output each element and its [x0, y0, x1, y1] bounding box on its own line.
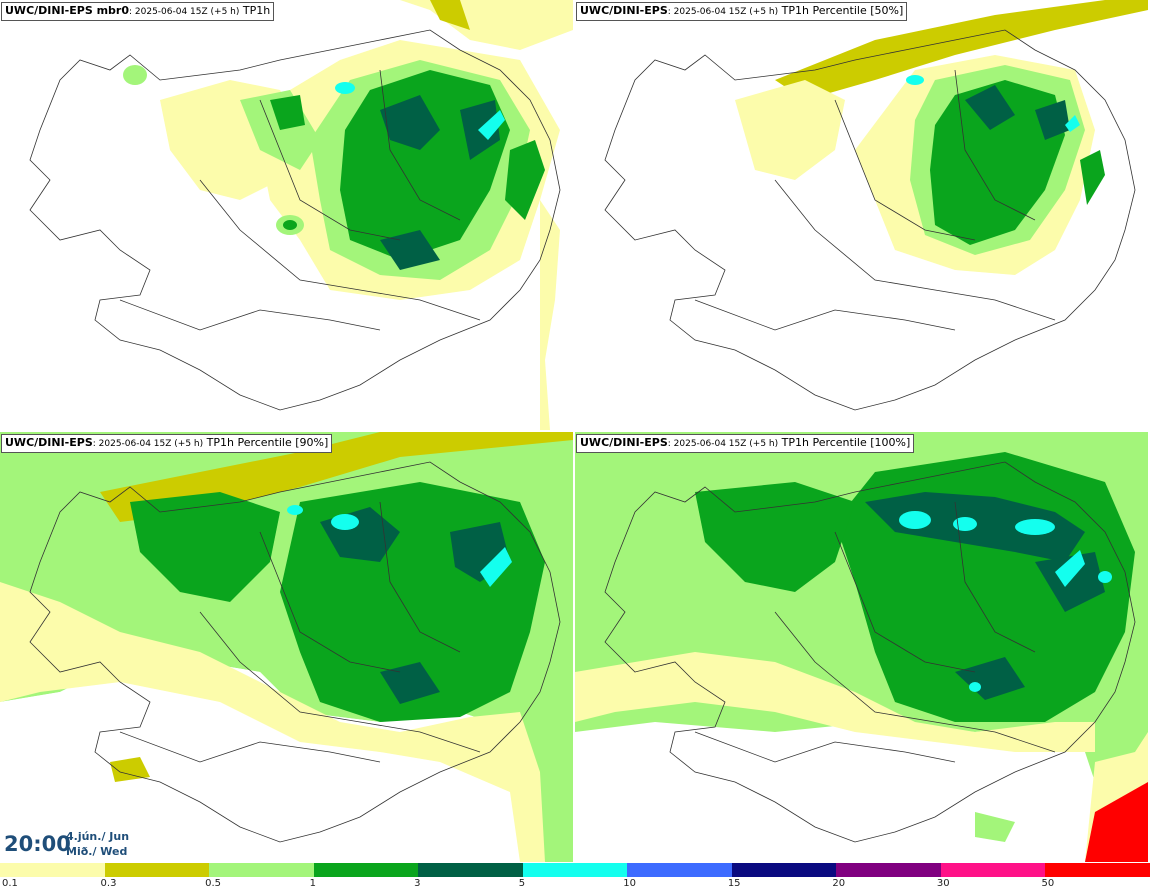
coastline — [29, 29, 561, 411]
legend-swatch — [104, 863, 211, 877]
legend-swatch — [313, 863, 420, 877]
legend-swatch — [940, 863, 1047, 877]
legend-swatch — [731, 863, 838, 877]
legend-label: 30 — [936, 878, 950, 889]
valid-time-box: 20:00 4.jún./ Jun Mið./ Wed — [0, 826, 130, 863]
coastline — [29, 461, 561, 843]
map-panel-member0: UWC/DINI-EPS mbr0: 2025-06-04 15Z (+5 h)… — [0, 0, 573, 430]
precipitation-map — [0, 432, 573, 862]
legend-label: 0.5 — [205, 878, 221, 889]
precip-field — [0, 432, 573, 862]
precipitation-map — [29, 0, 573, 430]
panel-title: UWC/DINI-EPS: 2025-06-04 15Z (+5 h) TP1h… — [576, 434, 915, 453]
color-legend: 0.1 0.3 0.5 1 3 5 10 15 20 30 50 — [0, 863, 1150, 891]
map-panel-p100: UWC/DINI-EPS: 2025-06-04 15Z (+5 h) TP1h… — [575, 432, 1148, 862]
legend-label: 3 — [414, 878, 421, 889]
panel-title: UWC/DINI-EPS: 2025-06-04 15Z (+5 h) TP1h… — [576, 2, 908, 21]
precipitation-map — [575, 432, 1148, 862]
coastline — [604, 29, 1136, 411]
legend-label: 50 — [1041, 878, 1055, 889]
legend-swatch — [0, 863, 106, 877]
legend-label: 1 — [309, 878, 316, 889]
legend-swatch — [522, 863, 629, 877]
legend-swatch — [209, 863, 315, 877]
legend-swatch — [836, 863, 942, 877]
precip-field — [575, 432, 1148, 862]
legend-label: 10 — [623, 878, 636, 889]
panel-title: UWC/DINI-EPS mbr0: 2025-06-04 15Z (+5 h)… — [1, 2, 275, 21]
legend-label: 5 — [518, 878, 526, 889]
precipitation-map — [604, 0, 1148, 411]
legend-label: 0.3 — [100, 878, 117, 889]
map-panel-p50: UWC/DINI-EPS: 2025-06-04 15Z (+5 h) TP1h… — [575, 0, 1148, 430]
valid-date: 4.jún./ Jun — [66, 830, 130, 843]
map-panel-p90: UWC/DINI-EPS: 2025-06-04 15Z (+5 h) TP1h… — [0, 432, 573, 862]
legend-label: 20 — [832, 878, 846, 889]
coastline — [604, 461, 1136, 843]
valid-time: 20:00 — [4, 832, 71, 856]
precip-field — [123, 0, 573, 430]
legend-label: 15 — [727, 878, 741, 889]
panel-title: UWC/DINI-EPS: 2025-06-04 15Z (+5 h) TP1h… — [1, 434, 333, 453]
precip-field — [735, 0, 1148, 275]
legend-swatch — [418, 863, 524, 877]
legend-swatch — [627, 863, 733, 877]
valid-weekday: Mið./ Wed — [66, 845, 128, 858]
legend-label: 0.1 — [2, 878, 18, 889]
legend-swatch — [1045, 863, 1150, 877]
